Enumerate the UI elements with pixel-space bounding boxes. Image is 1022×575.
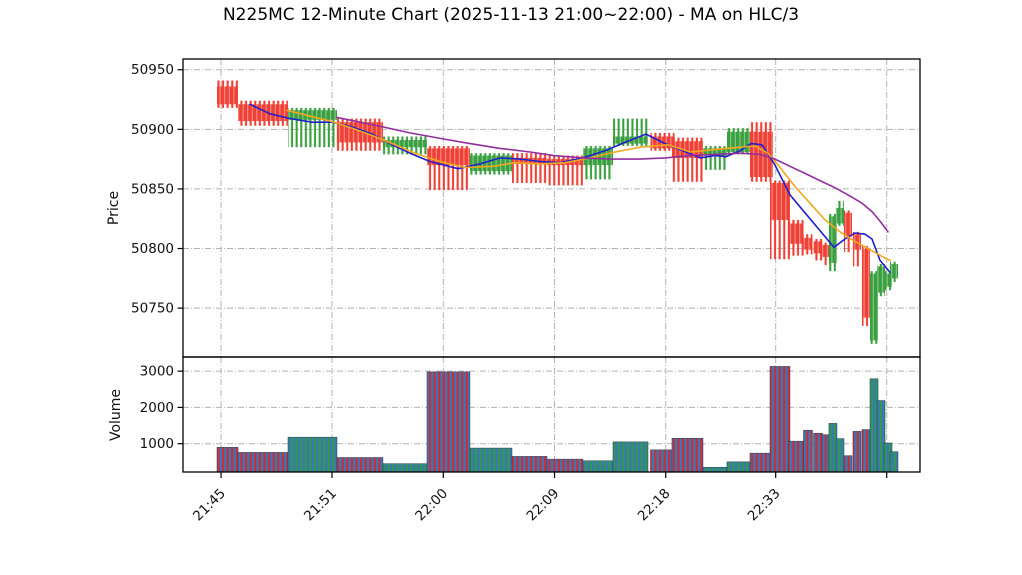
candle-body-texture [671, 141, 703, 158]
volume-bar [788, 440, 804, 473]
volume-bar [843, 455, 853, 473]
volume-axis-label: Volume [108, 389, 124, 441]
x-tick-label: 21:51 [301, 486, 340, 525]
volume-panel-border [182, 356, 921, 473]
candle-body-texture [813, 241, 823, 254]
x-tick-label: 21:45 [190, 486, 229, 525]
volume-bar [671, 438, 704, 473]
candle-body-texture [382, 140, 427, 148]
volume-bars [216, 366, 899, 473]
volume-bar [769, 366, 791, 473]
ma-line-orange [286, 109, 891, 262]
volume-bar [749, 452, 774, 473]
candle-body-texture [217, 86, 239, 105]
volume-bar [582, 460, 614, 473]
candle-body-texture [889, 264, 899, 279]
moving-average-lines [249, 103, 891, 274]
candle-body-texture [822, 244, 831, 257]
price-panel-border [182, 58, 921, 358]
candle-body-texture [237, 104, 288, 121]
candle-body-texture [828, 216, 837, 263]
volume-bar [511, 456, 548, 473]
candle-wicks [511, 153, 547, 183]
volume-bar [216, 447, 239, 473]
candle-body-texture [726, 131, 750, 152]
volume-tick-label: 3000 [140, 364, 174, 380]
price-axis-label: Price [106, 191, 122, 225]
volume-bar [702, 467, 728, 473]
candle-body-texture [769, 182, 790, 220]
x-tick-label: 22:00 [412, 486, 451, 525]
volume-bar [835, 438, 845, 473]
volume-bar [889, 451, 899, 473]
candle-body-texture [869, 273, 879, 341]
candle-body-texture [287, 110, 337, 120]
price-tick-label: 50750 [131, 301, 174, 317]
volume-bar [612, 441, 649, 473]
volume-bar [726, 461, 751, 473]
x-tick-label: 22:33 [745, 486, 784, 525]
candle-body-texture [702, 148, 727, 156]
chart-title: N225MC 12-Minute Chart (2025-11-13 21:00… [222, 5, 800, 25]
candle-body-texture [843, 212, 853, 237]
price-tick-label: 50950 [131, 62, 174, 78]
candles [217, 80, 899, 344]
volume-bar [546, 458, 584, 473]
volume-tick-label: 2000 [140, 400, 174, 416]
volume-bar [382, 463, 428, 473]
candle-body-texture [876, 266, 886, 293]
volume-bar [336, 457, 384, 473]
volume-bar [650, 449, 675, 473]
volume-bar [237, 452, 289, 473]
x-tick-label: 22:18 [635, 486, 674, 525]
candle-body-texture [835, 208, 844, 224]
volume-bar [813, 432, 823, 473]
volume-bar [426, 371, 471, 473]
price-tick-label: 50850 [131, 181, 174, 197]
volume-bar [287, 436, 338, 473]
ma-line-purple [336, 116, 889, 233]
axes [177, 58, 921, 478]
candle-body-texture [861, 248, 870, 318]
candle-body-texture [803, 237, 813, 250]
x-tick-label: 22:09 [524, 486, 563, 525]
price-tick-label: 50800 [131, 241, 174, 257]
volume-tick-label: 1000 [140, 436, 174, 452]
candle-body-texture [883, 273, 893, 287]
price-tick-label: 50900 [131, 122, 174, 138]
volume-bar [861, 429, 871, 473]
volume-bar [803, 430, 813, 473]
volume-bar [852, 431, 862, 473]
volume-bar [469, 447, 513, 473]
candle-body-texture [788, 223, 804, 244]
